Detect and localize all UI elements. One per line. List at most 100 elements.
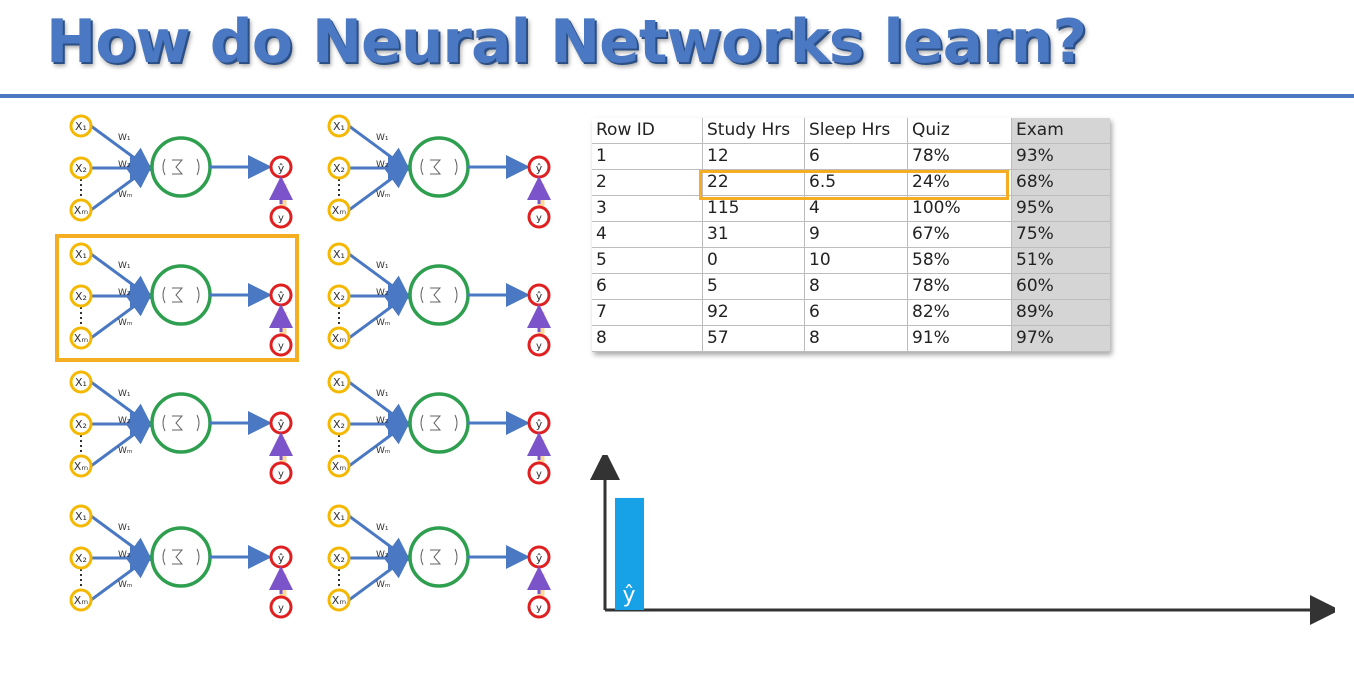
- neural-network-diagram: W₁ W₂ Wₘ X₁ X₂ Xₘ ŷ y: [62, 110, 302, 230]
- activation-formula-icon: [420, 286, 458, 304]
- table-cell: 6: [804, 299, 908, 326]
- table-cell: 8: [804, 325, 908, 352]
- table-row: 3 115 4 100% 95%: [592, 195, 1110, 222]
- input-node: [69, 412, 93, 436]
- neuron-node: [150, 526, 212, 588]
- actual-node: [269, 205, 293, 229]
- activation-formula-icon: [420, 158, 458, 176]
- synapse-arrow: [90, 420, 153, 468]
- input-label: X₁: [75, 248, 87, 261]
- table-cell: 97%: [1011, 325, 1110, 352]
- actual-label: y: [536, 213, 542, 224]
- neuron-node: [408, 264, 470, 326]
- actual-label: y: [278, 603, 284, 614]
- input-node: [327, 198, 351, 222]
- neural-network-diagram: W₁ W₂ Wₘ X₁ X₂ Xₘ ŷ y: [320, 110, 560, 230]
- selected-network-highlight: [55, 234, 299, 362]
- input-node: [69, 156, 93, 180]
- input-node: [327, 504, 351, 528]
- table-cell: 22: [702, 169, 805, 196]
- input-label: X₁: [333, 510, 345, 523]
- table-cell: 93%: [1011, 143, 1110, 170]
- input-node: [69, 284, 93, 308]
- weight-label: W₂: [118, 160, 131, 170]
- neuron-node: [408, 526, 470, 588]
- input-label: Xₘ: [74, 460, 89, 473]
- weight-label: Wₘ: [118, 446, 133, 456]
- weight-label: Wₘ: [118, 318, 133, 328]
- input-label: X₂: [333, 552, 345, 565]
- input-label: Xₘ: [332, 332, 347, 345]
- activation-formula-icon: [162, 548, 200, 566]
- actual-node: [527, 595, 551, 619]
- input-label: X₂: [75, 290, 87, 303]
- network-svg: W₁ W₂ Wₘ X₁ X₂ Xₘ ŷ y: [327, 370, 551, 485]
- input-label: X₂: [75, 418, 87, 431]
- network-svg: W₁ W₂ Wₘ X₁ X₂ Xₘ ŷ y: [69, 114, 293, 229]
- bar-label: ŷ: [622, 583, 635, 608]
- table-cell: 12: [702, 143, 805, 170]
- input-node: [69, 198, 93, 222]
- weight-label: W₁: [118, 133, 131, 143]
- weight-label: W₂: [118, 288, 131, 298]
- table-cell: 2: [592, 169, 703, 196]
- table-row: 5 0 10 58% 51%: [592, 247, 1110, 274]
- table-cell: 57: [702, 325, 805, 352]
- table-cell: 92: [702, 299, 805, 326]
- table-cell: 3: [592, 195, 703, 222]
- input-node: [327, 454, 351, 478]
- table-header-row: Row ID Study Hrs Sleep Hrs Quiz Exam: [592, 118, 1110, 144]
- table-cell: 60%: [1011, 273, 1110, 300]
- title-divider: [0, 94, 1354, 98]
- weight-label: W₂: [376, 416, 389, 426]
- actual-node: [269, 461, 293, 485]
- actual-node: [527, 205, 551, 229]
- input-label: X₁: [333, 376, 345, 389]
- input-node: [327, 156, 351, 180]
- input-label: Xₘ: [74, 204, 89, 217]
- actual-label: y: [536, 341, 542, 352]
- activation-formula-icon: [162, 158, 200, 176]
- network-svg: W₁ W₂ Wₘ X₁ X₂ Xₘ ŷ y: [327, 242, 551, 357]
- input-label: X₂: [75, 552, 87, 565]
- actual-label: y: [278, 469, 284, 480]
- synapse-arrow: [90, 164, 153, 212]
- input-label: X₂: [333, 418, 345, 431]
- table-row: 1 12 6 78% 93%: [592, 143, 1110, 170]
- input-label: X₂: [333, 162, 345, 175]
- weight-label: W₁: [376, 523, 389, 533]
- weight-label: W₂: [118, 416, 131, 426]
- header-cell: Sleep Hrs: [804, 118, 908, 144]
- input-node: [69, 114, 93, 138]
- table-row: 6 5 8 78% 60%: [592, 273, 1110, 300]
- bar: [615, 497, 644, 610]
- neural-network-diagram: W₁ W₂ Wₘ X₁ X₂ Xₘ ŷ y: [320, 238, 560, 358]
- actual-label: y: [278, 341, 284, 352]
- weight-label: W₁: [118, 523, 131, 533]
- input-label: X₁: [75, 376, 87, 389]
- weight-label: W₂: [118, 550, 131, 560]
- input-node: [327, 326, 351, 350]
- input-node: [327, 588, 351, 612]
- network-svg: W₁ W₂ Wₘ X₁ X₂ Xₘ ŷ y: [69, 370, 293, 485]
- synapse-arrow: [348, 292, 411, 340]
- prediction-label: ŷ: [536, 162, 543, 175]
- input-node: [69, 454, 93, 478]
- weight-label: W₂: [376, 160, 389, 170]
- neuron-node: [150, 392, 212, 454]
- table-row: 7 92 6 82% 89%: [592, 299, 1110, 326]
- table-cell: 1: [592, 143, 703, 170]
- table-row: 2 22 6.5 24% 68%: [592, 169, 1110, 196]
- table-cell: 75%: [1011, 221, 1110, 248]
- actual-label: y: [278, 213, 284, 224]
- neural-network-diagram: W₁ W₂ Wₘ X₁ X₂ Xₘ ŷ y: [62, 500, 302, 620]
- weight-label: W₁: [376, 389, 389, 399]
- input-label: X₁: [333, 248, 345, 261]
- neuron-node: [408, 136, 470, 198]
- table-cell: 67%: [907, 221, 1012, 248]
- input-node: [69, 546, 93, 570]
- actual-node: [527, 461, 551, 485]
- input-node: [69, 504, 93, 528]
- weight-label: Wₘ: [376, 446, 391, 456]
- input-node: [327, 114, 351, 138]
